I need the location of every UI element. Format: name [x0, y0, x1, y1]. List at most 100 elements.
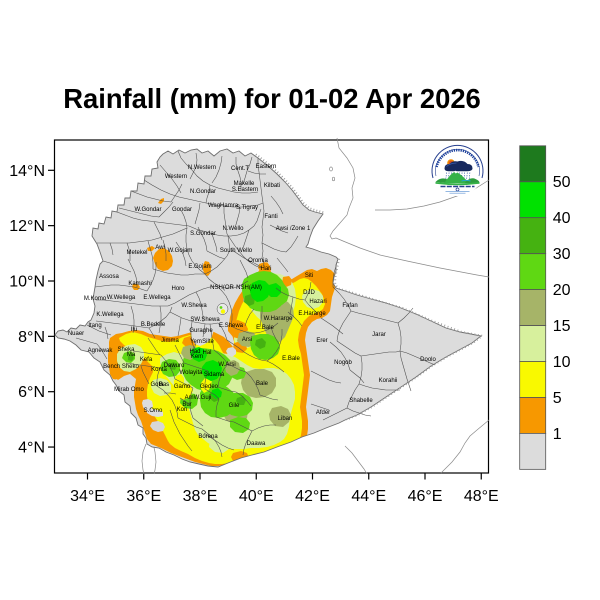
svg-text:Shabelle: Shabelle	[349, 398, 373, 404]
svg-text:Sheka: Sheka	[117, 347, 135, 353]
svg-text:Had: Had	[189, 349, 200, 355]
svg-text:W.Wellega: W.Wellega	[107, 295, 136, 301]
svg-text:E.Gojam: E.Gojam	[188, 264, 211, 270]
svg-text:Eastern: Eastern	[256, 164, 277, 170]
svg-text:Guraghe: Guraghe	[189, 328, 213, 334]
svg-text:Makelle: Makelle	[234, 181, 255, 187]
svg-text:Cent.T: Cent.T	[231, 166, 249, 172]
svg-text:Ma: Ma	[127, 352, 136, 358]
svg-text:DJD: DJD	[303, 290, 315, 296]
svg-text:12°N: 12°N	[9, 218, 45, 235]
svg-text:Siti: Siti	[305, 273, 313, 279]
svg-text:1: 1	[553, 426, 562, 443]
svg-text:Bale: Bale	[256, 381, 269, 387]
svg-text:S.Tigray: S.Tigray	[236, 205, 258, 211]
svg-text:10°N: 10°N	[9, 274, 45, 291]
svg-text:Kilbati: Kilbati	[264, 183, 280, 189]
svg-text:E.Wellega: E.Wellega	[143, 295, 171, 301]
svg-text:4°N: 4°N	[18, 440, 45, 457]
svg-text:Nogob: Nogob	[334, 360, 352, 366]
svg-text:SW.Shewa: SW.Shewa	[190, 317, 220, 323]
svg-text:Kon: Kon	[177, 407, 188, 413]
svg-text:Mirab Omo: Mirab Omo	[114, 387, 144, 393]
svg-text:S.Gondar: S.Gondar	[190, 231, 216, 237]
svg-text:Korahii: Korahii	[379, 378, 398, 384]
svg-text:48°E: 48°E	[464, 488, 499, 505]
svg-text:W.Gondar: W.Gondar	[134, 207, 161, 213]
svg-text:Assosa: Assosa	[99, 274, 119, 280]
svg-text:Borena: Borena	[198, 434, 218, 440]
svg-text:Arsi: Arsi	[242, 337, 252, 343]
svg-text:E.Bale: E.Bale	[256, 325, 274, 331]
svg-text:South Wello: South Wello	[220, 248, 253, 254]
svg-text:W.Hararge: W.Hararge	[264, 316, 293, 322]
svg-text:S.Eastern: S.Eastern	[232, 187, 258, 193]
svg-text:Gondar: Gondar	[172, 207, 192, 213]
svg-text:W.Gojam: W.Gojam	[168, 248, 193, 254]
svg-text:Yem: Yem	[190, 339, 202, 345]
svg-text:Bas: Bas	[159, 382, 169, 388]
svg-text:38°E: 38°E	[183, 488, 218, 505]
svg-text:N.Western: N.Western	[188, 165, 216, 171]
svg-text:Wolayita: Wolayita	[180, 370, 204, 376]
svg-text:N.Wello: N.Wello	[223, 226, 245, 232]
svg-text:Gofa: Gofa	[150, 382, 164, 388]
svg-text:Rainfall (mm) for 01-02 Apr 20: Rainfall (mm) for 01-02 Apr 2026	[63, 83, 481, 114]
svg-text:Awsi /Zone 1: Awsi /Zone 1	[276, 226, 311, 232]
svg-text:Gedeo: Gedeo	[200, 384, 219, 390]
svg-text:Agnewak: Agnewak	[88, 348, 114, 354]
svg-text:Dawuro: Dawuro	[164, 363, 185, 369]
svg-text:8°N: 8°N	[18, 329, 45, 346]
svg-text:36°E: 36°E	[126, 488, 161, 505]
svg-text:NSH(AM): NSH(AM)	[236, 285, 262, 291]
svg-text:Hal: Hal	[202, 350, 211, 356]
svg-text:K.Wellega: K.Wellega	[96, 312, 124, 318]
svg-text:Hazari: Hazari	[309, 299, 326, 305]
svg-text:E.Bale: E.Bale	[282, 356, 300, 362]
svg-text:Kem: Kem	[191, 354, 203, 360]
svg-text:AmW.Guji: AmW.Guji	[185, 395, 212, 401]
svg-text:46°E: 46°E	[408, 488, 443, 505]
svg-text:15: 15	[553, 318, 571, 335]
svg-text:10: 10	[553, 354, 571, 371]
svg-text:6°N: 6°N	[18, 384, 45, 401]
svg-text:NSH(OR: NSH(OR	[210, 285, 234, 291]
svg-text:5: 5	[553, 390, 562, 407]
svg-text:Silte: Silte	[202, 339, 214, 345]
svg-text:Sidama: Sidama	[204, 372, 225, 378]
svg-text:42°E: 42°E	[295, 488, 330, 505]
svg-text:Nuaer: Nuaer	[68, 331, 84, 337]
svg-text:Jimma: Jimma	[161, 338, 179, 344]
svg-text:Awi: Awi	[155, 245, 165, 251]
svg-text:N.Gondar: N.Gondar	[190, 189, 216, 195]
svg-text:B.Bedele: B.Bedele	[141, 322, 166, 328]
svg-text:44°E: 44°E	[351, 488, 386, 505]
svg-text:Jarar: Jarar	[372, 332, 386, 338]
svg-text:Hari: Hari	[260, 266, 271, 272]
svg-text:34°E: 34°E	[70, 488, 105, 505]
svg-text:Fafan: Fafan	[342, 303, 357, 309]
svg-text:E.Shewa: E.Shewa	[219, 323, 244, 329]
svg-text:Kefa: Kefa	[140, 357, 153, 363]
svg-text:Liban: Liban	[278, 416, 293, 422]
svg-text:Itang: Itang	[88, 323, 101, 329]
svg-text:Gile: Gile	[229, 403, 240, 409]
svg-text:Gamo: Gamo	[174, 384, 191, 390]
svg-text:20: 20	[553, 282, 571, 299]
svg-text:W.Shewa: W.Shewa	[181, 303, 207, 309]
svg-text:14°N: 14°N	[9, 163, 45, 180]
svg-text:Kamashi: Kamashi	[128, 281, 151, 287]
svg-text:Fanti: Fanti	[264, 214, 277, 220]
svg-text:50: 50	[553, 174, 571, 191]
svg-text:Horo: Horo	[171, 286, 185, 292]
svg-text:WagHamra: WagHamra	[208, 203, 239, 209]
svg-text:Doolo: Doolo	[420, 357, 436, 363]
svg-text:Afder: Afder	[316, 410, 330, 416]
svg-text:40°E: 40°E	[239, 488, 274, 505]
svg-text:Bur: Bur	[182, 402, 191, 408]
svg-text:Daawa: Daawa	[247, 441, 266, 447]
svg-text:40: 40	[553, 210, 571, 227]
svg-text:Erer: Erer	[316, 338, 327, 344]
svg-text:Western: Western	[165, 174, 187, 180]
svg-text:30: 30	[553, 246, 571, 263]
